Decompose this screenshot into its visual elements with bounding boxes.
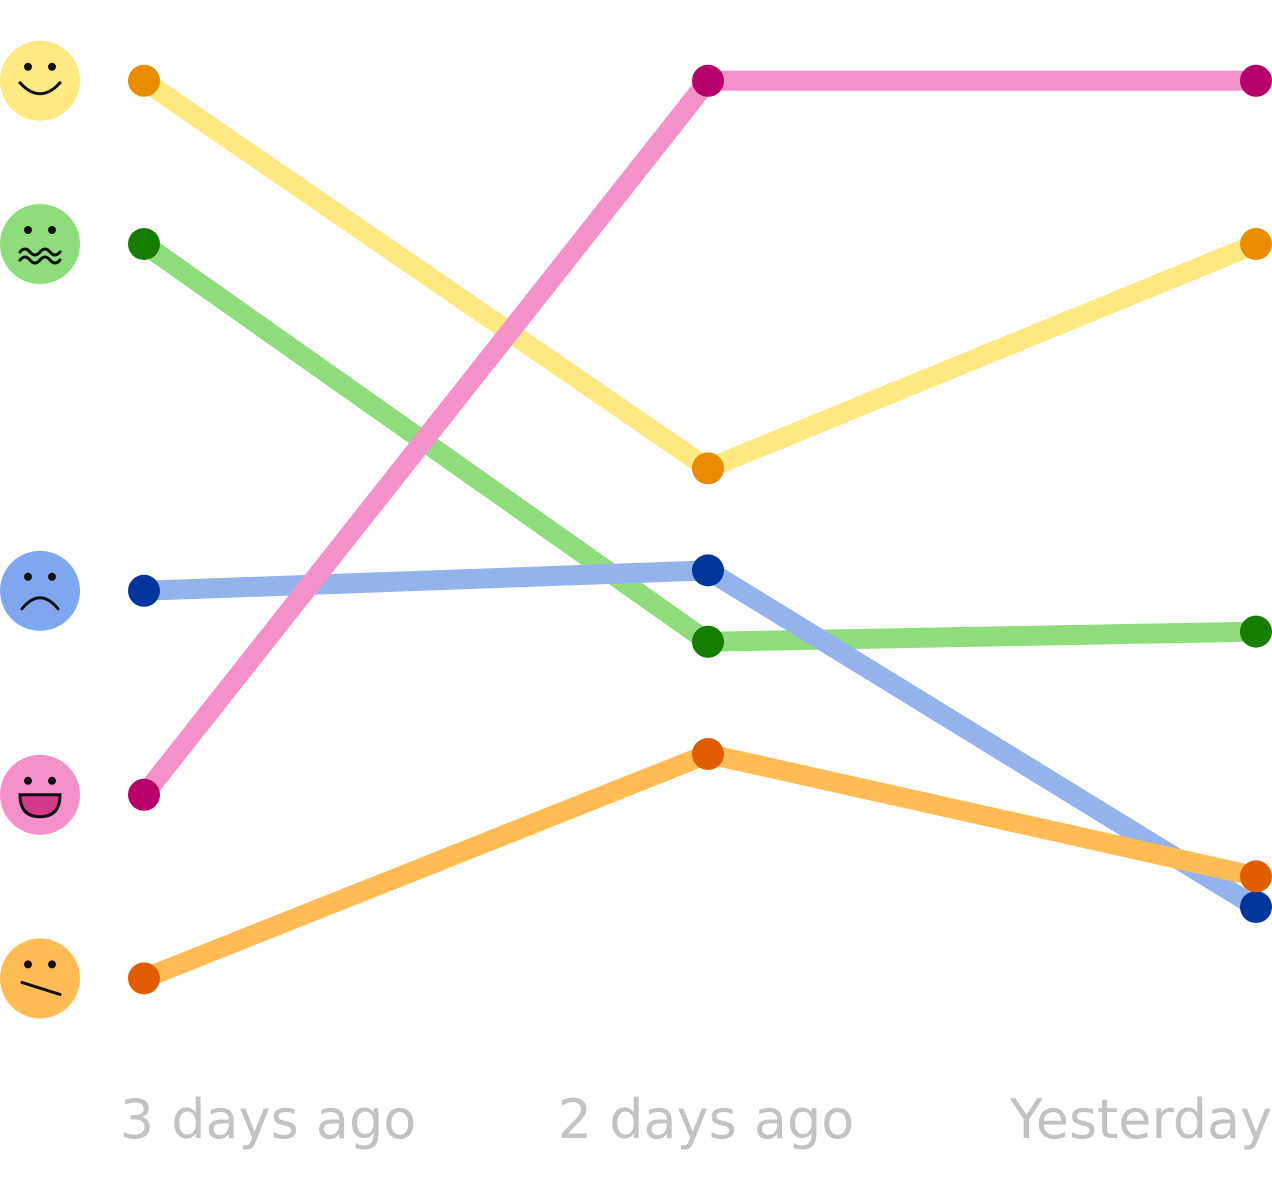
data-point-s5-2 — [692, 738, 724, 770]
series-line-3 — [134, 560, 1266, 917]
x-tick-label: 2 days ago — [558, 1088, 855, 1151]
data-point-s5-1 — [128, 962, 160, 995]
data-point-s4-1 — [128, 778, 160, 811]
happy-face-icon — [0, 40, 80, 121]
meh-face-icon — [0, 938, 80, 1019]
x-tick-label: Yesterday — [1009, 1088, 1272, 1151]
data-point-s5-3 — [1240, 860, 1272, 893]
data-point-s3-3 — [1240, 891, 1272, 923]
data-point-s3-1 — [128, 574, 160, 607]
series-points — [128, 64, 1272, 995]
data-point-s1-1 — [128, 64, 160, 97]
series-line-1 — [134, 70, 1266, 479]
series-lines — [134, 70, 1266, 989]
data-point-s2-3 — [1240, 615, 1272, 648]
mood-face-icons — [0, 40, 80, 1019]
laughing-face-icon — [0, 754, 80, 835]
data-point-s1-2 — [692, 452, 724, 485]
x-axis-tick-labels: 3 days ago 2 days ago Yesterday — [120, 1088, 1272, 1151]
nauseous-face-icon — [0, 204, 80, 284]
data-point-s2-1 — [128, 228, 160, 260]
x-tick-label: 3 days ago — [120, 1088, 417, 1151]
data-point-s4-3 — [1240, 64, 1272, 97]
data-point-s4-2 — [692, 64, 724, 97]
sad-face-icon — [0, 550, 80, 631]
data-point-s2-2 — [692, 625, 724, 658]
data-point-s1-3 — [1240, 228, 1272, 260]
data-point-s3-2 — [692, 554, 724, 587]
series-line-5 — [134, 744, 1266, 989]
